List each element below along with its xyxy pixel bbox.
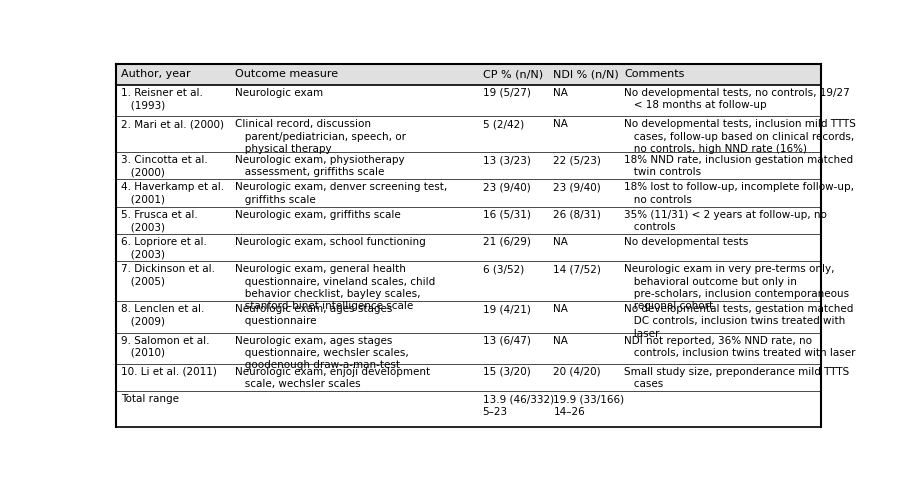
Text: Neurologic exam, denver screening test,
   griffiths scale: Neurologic exam, denver screening test, …: [235, 182, 447, 205]
Text: 6 (3/52): 6 (3/52): [483, 264, 524, 274]
Text: Small study size, preponderance mild TTTS
   cases: Small study size, preponderance mild TTT…: [624, 367, 849, 389]
Text: Outcome measure: Outcome measure: [235, 69, 338, 79]
Text: Clinical record, discussion
   parent/pediatrician, speech, or
   physical thera: Clinical record, discussion parent/pedia…: [235, 120, 406, 154]
Text: 19.9 (33/166)
14–26: 19.9 (33/166) 14–26: [554, 394, 624, 417]
Text: No developmental tests, gestation matched
   DC controls, inclusion twins treate: No developmental tests, gestation matche…: [624, 304, 854, 339]
Text: 22 (5/23): 22 (5/23): [554, 155, 601, 165]
Text: 4. Haverkamp et al.
   (2001): 4. Haverkamp et al. (2001): [122, 182, 225, 205]
Text: Neurologic exam, ages stages
   questionnaire, wechsler scales,
   goodenough dr: Neurologic exam, ages stages questionnai…: [235, 335, 409, 370]
Text: CP % (n/N): CP % (n/N): [483, 69, 543, 79]
Text: Total range: Total range: [122, 394, 179, 404]
Text: Neurologic exam, school functioning: Neurologic exam, school functioning: [235, 237, 425, 247]
Text: 10. Li et al. (2011): 10. Li et al. (2011): [122, 367, 218, 377]
Text: 26 (8/31): 26 (8/31): [554, 209, 601, 220]
Text: 13 (6/47): 13 (6/47): [483, 335, 530, 346]
Text: 19 (4/21): 19 (4/21): [483, 304, 530, 314]
Text: NA: NA: [554, 120, 569, 129]
Text: 18% lost to follow-up, incomplete follow-up,
   no controls: 18% lost to follow-up, incomplete follow…: [624, 182, 855, 205]
Text: 8. Lenclen et al.
   (2009): 8. Lenclen et al. (2009): [122, 304, 205, 327]
Text: 5. Frusca et al.
   (2003): 5. Frusca et al. (2003): [122, 209, 198, 232]
Text: 19 (5/27): 19 (5/27): [483, 88, 530, 98]
Bar: [116, 64, 821, 85]
Text: 7. Dickinson et al.
   (2005): 7. Dickinson et al. (2005): [122, 264, 216, 287]
Text: Neurologic exam: Neurologic exam: [235, 88, 323, 98]
Text: Author, year: Author, year: [122, 69, 191, 79]
Text: 18% NND rate, inclusion gestation matched
   twin controls: 18% NND rate, inclusion gestation matche…: [624, 155, 854, 177]
Text: 35% (11/31) < 2 years at follow-up, no
   controls: 35% (11/31) < 2 years at follow-up, no c…: [624, 209, 827, 232]
Text: Neurologic exam, physiotherapy
   assessment, griffiths scale: Neurologic exam, physiotherapy assessmen…: [235, 155, 404, 177]
Text: Comments: Comments: [624, 69, 685, 79]
Text: NA: NA: [554, 304, 569, 314]
Text: Neurologic exam, griffiths scale: Neurologic exam, griffiths scale: [235, 209, 400, 220]
Text: NA: NA: [554, 88, 569, 98]
Text: Neurologic exam, general health
   questionnaire, vineland scales, child
   beha: Neurologic exam, general health question…: [235, 264, 435, 312]
Text: Neurologic exam in very pre-terms only,
   behavioral outcome but only in
   pre: Neurologic exam in very pre-terms only, …: [624, 264, 849, 312]
Text: 15 (3/20): 15 (3/20): [483, 367, 530, 377]
Text: Neurologic exam, enjoji development
   scale, wechsler scales: Neurologic exam, enjoji development scal…: [235, 367, 430, 389]
Text: NA: NA: [554, 237, 569, 247]
Text: 1. Reisner et al.
   (1993): 1. Reisner et al. (1993): [122, 88, 203, 110]
Text: 21 (6/29): 21 (6/29): [483, 237, 530, 247]
Text: 16 (5/31): 16 (5/31): [483, 209, 530, 220]
Text: 13.9 (46/332)
5–23: 13.9 (46/332) 5–23: [483, 394, 554, 417]
Text: 13 (3/23): 13 (3/23): [483, 155, 530, 165]
Text: 20 (4/20): 20 (4/20): [554, 367, 601, 377]
Text: NDI not reported, 36% NND rate, no
   controls, inclusion twins treated with las: NDI not reported, 36% NND rate, no contr…: [624, 335, 856, 358]
Text: No developmental tests, no controls, 19/27
   < 18 months at follow-up: No developmental tests, no controls, 19/…: [624, 88, 850, 110]
Text: 6. Lopriore et al.
   (2003): 6. Lopriore et al. (2003): [122, 237, 207, 260]
Text: Neurologic exam, ages stages
   questionnaire: Neurologic exam, ages stages questionnai…: [235, 304, 392, 327]
Text: 3. Cincotta et al.
   (2000): 3. Cincotta et al. (2000): [122, 155, 208, 177]
Text: 14 (7/52): 14 (7/52): [554, 264, 601, 274]
Text: 9. Salomon et al.
   (2010): 9. Salomon et al. (2010): [122, 335, 210, 358]
Text: No developmental tests, inclusion mild TTTS
   cases, follow-up based on clinica: No developmental tests, inclusion mild T…: [624, 120, 856, 154]
Text: NDI % (n/N): NDI % (n/N): [554, 69, 619, 79]
Text: 23 (9/40): 23 (9/40): [483, 182, 530, 192]
Text: NA: NA: [554, 335, 569, 346]
Text: 23 (9/40): 23 (9/40): [554, 182, 601, 192]
Text: 2. Mari et al. (2000): 2. Mari et al. (2000): [122, 120, 224, 129]
Text: No developmental tests: No developmental tests: [624, 237, 749, 247]
Text: 5 (2/42): 5 (2/42): [483, 120, 524, 129]
